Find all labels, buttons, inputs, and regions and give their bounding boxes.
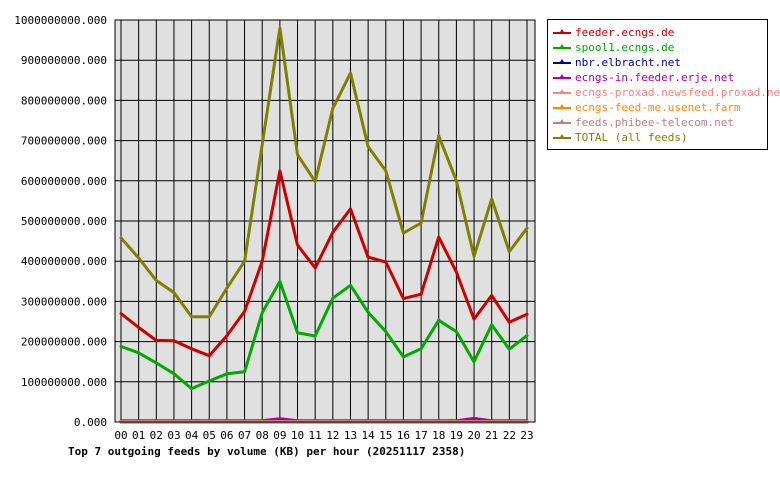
legend-label: ecngs-in.feeder.erje.net (575, 71, 734, 84)
x-tick-label: 13 (344, 429, 357, 442)
y-tick-label: 500000000.000 (21, 215, 107, 228)
chart-title: Top 7 outgoing feeds by volume (KB) per … (68, 445, 466, 458)
legend-label: ecngs-feed-me.usenet.farm (575, 101, 741, 114)
x-tick-label: 18 (432, 429, 445, 442)
x-tick-label: 11 (309, 429, 322, 442)
x-tick-label: 12 (326, 429, 339, 442)
x-tick-label: 05 (203, 429, 216, 442)
x-tick-label: 00 (114, 429, 127, 442)
x-tick-label: 19 (450, 429, 463, 442)
y-tick-label: 200000000.000 (21, 336, 107, 349)
x-tick-label: 20 (467, 429, 480, 442)
legend-line-marker-icon (553, 74, 571, 79)
x-tick-label: 16 (397, 429, 410, 442)
y-tick-label: 900000000.000 (21, 54, 107, 67)
legend-line-marker-icon (553, 89, 571, 94)
legend-item: feeds.phibee-telecom.net (552, 115, 767, 130)
x-tick-label: 17 (414, 429, 427, 442)
x-tick-label: 02 (150, 429, 163, 442)
legend-label: feeder.ecngs.de (575, 26, 675, 39)
legend-item: spool1.ecngs.de (552, 40, 767, 55)
x-tick-label: 23 (520, 429, 533, 442)
x-tick-label: 08 (256, 429, 269, 442)
series-line (119, 26, 529, 319)
y-axis-tick-labels: 0.000 100000000.000 200000000.000 300000000… (14, 14, 107, 429)
y-tick-label: 700000000.000 (21, 135, 107, 148)
legend-label: feeds.phibee-telecom.net (575, 116, 734, 129)
x-tick-label: 15 (379, 429, 392, 442)
x-tick-label: 04 (185, 429, 199, 442)
x-tick-label: 21 (485, 429, 498, 442)
plot-border (114, 19, 536, 423)
legend-line-marker-icon (553, 59, 571, 64)
legend-line-marker-icon (553, 44, 571, 49)
legend-line-marker-icon (553, 29, 571, 34)
y-tick-label: 1000000000.000 (14, 14, 107, 27)
series-line (119, 169, 529, 358)
legend: feeder.ecngs.de spool1.ecngs.de nbr.elbrac… (547, 19, 780, 150)
legend-item: ecngs-feed-me.usenet.farm (552, 100, 767, 115)
x-tick-label: 01 (132, 429, 145, 442)
legend-label: spool1.ecngs.de (575, 41, 675, 54)
legend-label: ecngs-proxad.newsfeed.proxad.net (575, 86, 780, 99)
y-tick-label: 600000000.000 (21, 175, 107, 188)
legend-line-marker-icon (553, 119, 571, 124)
x-tick-label: 06 (220, 429, 233, 442)
legend-item: nbr.elbracht.net (552, 55, 767, 70)
series-line (119, 279, 529, 391)
legend-item: feeder.ecngs.de (552, 25, 767, 40)
y-tick-label: 300000000.000 (21, 295, 107, 308)
legend-line-marker-icon (553, 104, 571, 109)
y-tick-label: 800000000.000 (21, 94, 107, 107)
y-tick-label: 0.000 (74, 416, 107, 429)
legend-line-marker-icon (553, 134, 571, 139)
legend-item: TOTAL (all feeds) (552, 130, 767, 145)
x-tick-label: 03 (167, 429, 180, 442)
legend-label: TOTAL (all feeds) (575, 131, 688, 144)
legend-item: ecngs-in.feeder.erje.net (552, 70, 767, 85)
y-tick-label: 400000000.000 (21, 255, 107, 268)
x-tick-label: 14 (362, 429, 376, 442)
y-tick-label: 100000000.000 (21, 376, 107, 389)
legend-label: nbr.elbracht.net (575, 56, 681, 69)
x-tick-label: 10 (291, 429, 304, 442)
x-tick-label: 22 (503, 429, 516, 442)
legend-item: ecngs-proxad.newsfeed.proxad.net (552, 85, 780, 100)
x-tick-label: 09 (273, 429, 286, 442)
x-tick-label: 07 (238, 429, 251, 442)
x-axis-tick-labels: 00 01 02 03 04 05 06 07 08 09 10 11 12 13 14 15 16 17 18 19… (114, 429, 533, 442)
